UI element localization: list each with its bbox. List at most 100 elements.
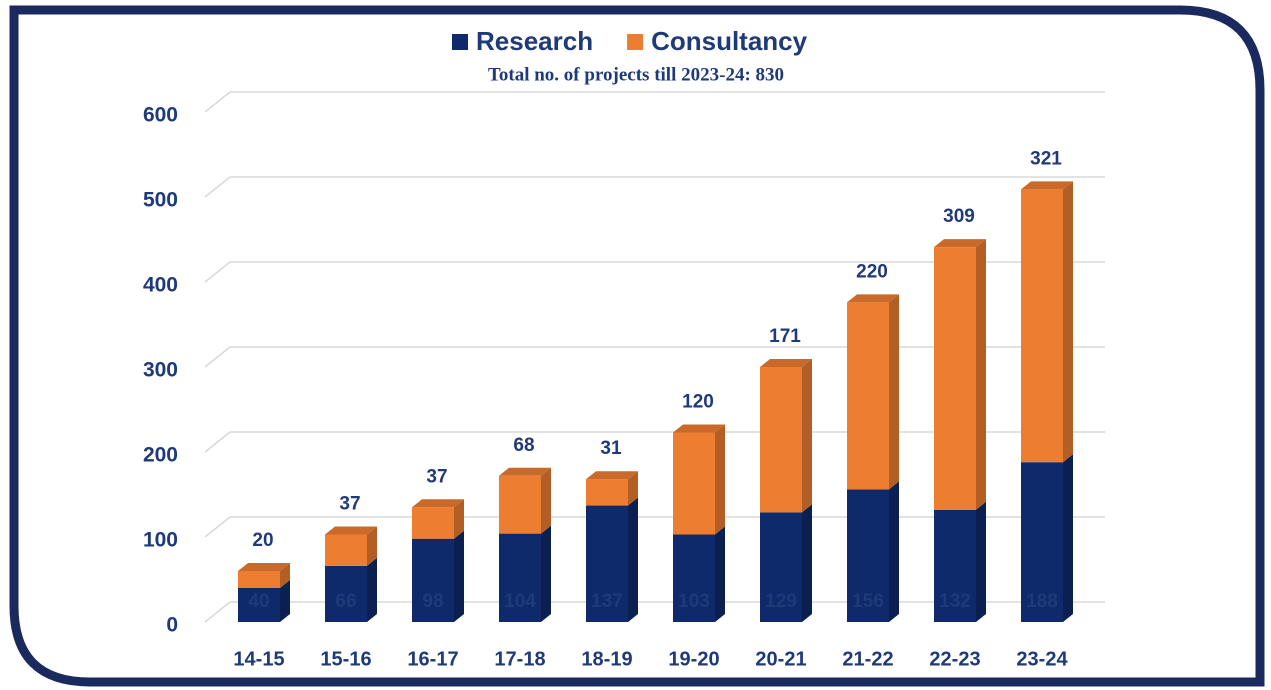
bar-top bbox=[499, 467, 551, 476]
grid-line bbox=[204, 346, 231, 368]
bar-top bbox=[238, 563, 290, 571]
bar-side bbox=[1063, 181, 1073, 463]
x-tick-label: 18-19 bbox=[581, 648, 632, 670]
bar bbox=[238, 571, 280, 588]
bar-side bbox=[628, 497, 638, 622]
bar bbox=[673, 432, 715, 535]
x-tick-label: 20-21 bbox=[755, 648, 806, 670]
bar-side bbox=[715, 424, 725, 535]
x-tick-label: 21-22 bbox=[842, 648, 893, 670]
grid-line bbox=[204, 91, 231, 113]
bar bbox=[586, 505, 628, 622]
y-tick-label: 100 bbox=[143, 529, 178, 552]
x-tick-label: 22-23 bbox=[929, 648, 980, 670]
bar-side bbox=[976, 239, 986, 510]
bar bbox=[934, 247, 976, 510]
bar bbox=[412, 507, 454, 539]
bar-top bbox=[1021, 181, 1073, 190]
data-label: 40 bbox=[248, 591, 269, 612]
bar-side bbox=[715, 526, 725, 622]
bar-side bbox=[1063, 454, 1073, 622]
legend-label: Consultancy bbox=[651, 26, 808, 56]
y-tick-label: 300 bbox=[143, 359, 178, 382]
data-label: 66 bbox=[335, 591, 356, 612]
grid-line bbox=[204, 516, 231, 538]
x-tick-label: 23-24 bbox=[1016, 648, 1068, 670]
data-label: 68 bbox=[513, 435, 534, 456]
data-label: 132 bbox=[939, 591, 971, 612]
bar bbox=[1021, 189, 1063, 463]
bar-side bbox=[454, 530, 464, 622]
data-label: 37 bbox=[339, 493, 360, 514]
bar-side bbox=[541, 525, 551, 622]
data-label: 137 bbox=[591, 591, 623, 612]
bar bbox=[1021, 462, 1063, 622]
bar bbox=[325, 565, 367, 622]
bar-side bbox=[454, 499, 464, 539]
y-tick-label: 500 bbox=[143, 189, 178, 212]
legend-swatch bbox=[627, 34, 644, 50]
x-tick-label: 16-17 bbox=[407, 648, 458, 670]
grid-line bbox=[204, 601, 231, 623]
data-label: 188 bbox=[1026, 591, 1058, 612]
bar-side bbox=[802, 359, 812, 513]
bar bbox=[673, 534, 715, 622]
x-tick-label: 19-20 bbox=[668, 648, 719, 670]
bar-top bbox=[673, 424, 725, 433]
data-label: 120 bbox=[682, 391, 714, 412]
bar-side bbox=[889, 294, 899, 490]
legend-swatch bbox=[452, 34, 468, 50]
bar bbox=[499, 533, 541, 622]
bar-top bbox=[847, 294, 899, 303]
grid-line bbox=[204, 261, 231, 283]
data-label: 156 bbox=[852, 591, 884, 612]
data-label: 220 bbox=[856, 261, 888, 282]
legend-label: Research bbox=[476, 26, 593, 56]
data-label: 321 bbox=[1030, 148, 1062, 169]
bar bbox=[238, 588, 280, 622]
bar bbox=[499, 475, 541, 534]
data-label: 171 bbox=[769, 326, 801, 347]
bar bbox=[760, 512, 802, 622]
data-label: 309 bbox=[943, 206, 975, 227]
bar bbox=[934, 509, 976, 622]
bar-top bbox=[934, 239, 986, 248]
y-tick-label: 0 bbox=[166, 614, 178, 637]
bar-top bbox=[586, 471, 638, 480]
x-tick-label: 15-16 bbox=[320, 648, 371, 670]
bar bbox=[847, 302, 889, 490]
y-tick-label: 200 bbox=[143, 444, 178, 467]
bar-side bbox=[976, 501, 986, 622]
bar-side bbox=[889, 481, 899, 622]
data-label: 31 bbox=[600, 438, 622, 459]
bar bbox=[586, 479, 628, 506]
y-tick-label: 400 bbox=[143, 274, 178, 297]
data-label: 103 bbox=[678, 591, 710, 612]
x-tick-label: 17-18 bbox=[494, 648, 545, 670]
bar bbox=[412, 538, 454, 622]
chart-subtitle: Total no. of projects till 2023-24: 830 bbox=[488, 64, 784, 85]
y-tick-label: 600 bbox=[143, 104, 178, 127]
data-label: 129 bbox=[765, 591, 797, 612]
bar-top bbox=[760, 359, 812, 367]
grid-line bbox=[204, 431, 231, 453]
data-label: 104 bbox=[504, 591, 536, 612]
grid-line bbox=[204, 176, 231, 198]
bar bbox=[760, 367, 802, 513]
bar-side bbox=[541, 467, 551, 534]
bar-side bbox=[802, 504, 812, 622]
bar-top bbox=[412, 499, 464, 508]
bar bbox=[325, 534, 367, 566]
data-label: 20 bbox=[252, 530, 273, 551]
bar-side bbox=[628, 471, 638, 506]
bar-top bbox=[325, 526, 377, 535]
bar-side bbox=[367, 526, 377, 566]
data-label: 98 bbox=[422, 591, 443, 612]
bar bbox=[847, 489, 889, 622]
x-tick-label: 14-15 bbox=[233, 648, 284, 670]
data-label: 37 bbox=[426, 466, 447, 487]
bar-side bbox=[280, 563, 290, 588]
bar-side bbox=[280, 580, 290, 622]
bar-side bbox=[367, 557, 377, 622]
